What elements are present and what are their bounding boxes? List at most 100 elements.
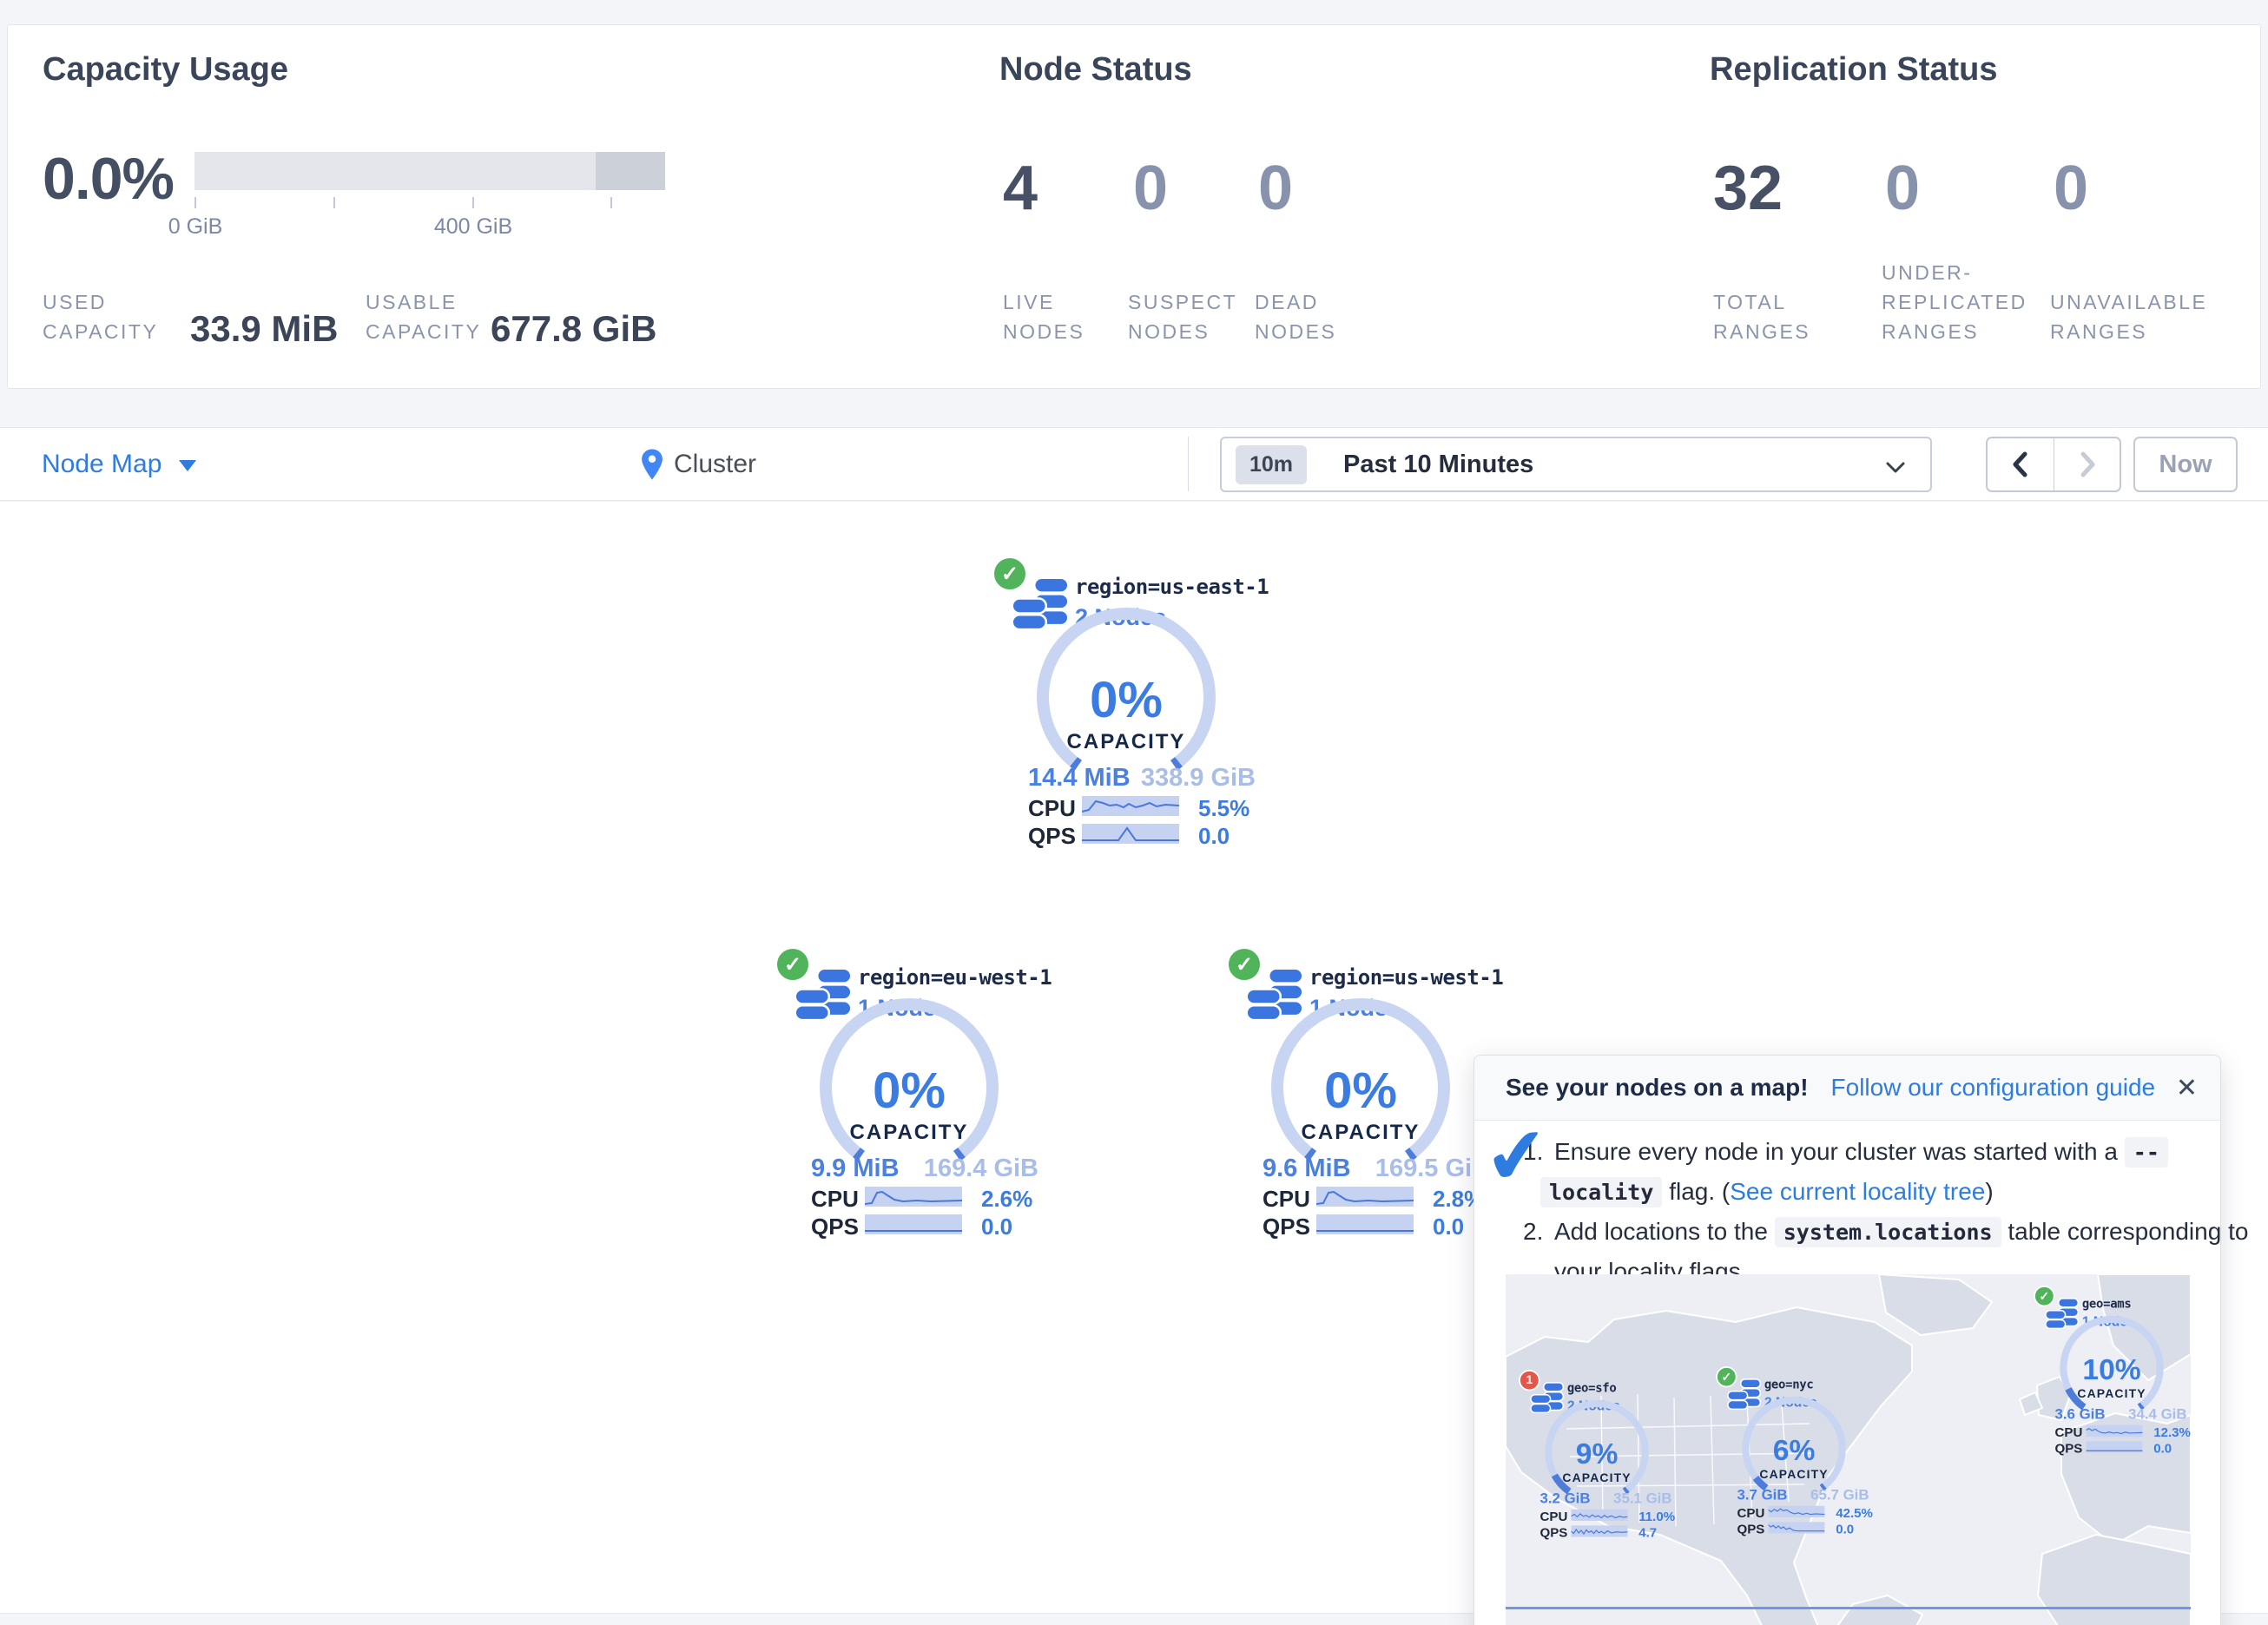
chevron-down-icon [1886, 462, 1905, 473]
qps-label: QPS [811, 1214, 859, 1240]
usable-capacity-value: 677.8 GiB [491, 308, 657, 349]
time-shortcut-badge: 10m [1236, 444, 1308, 484]
qps-sparkline [1316, 1214, 1414, 1234]
axis-tick [333, 197, 335, 208]
node-map-canvas: ✓ region=us-east-1 2 Nodes 0% CAPACITY 1… [0, 502, 2268, 1625]
node-gauge-card[interactable]: ✓ region=us-east-1 2 Nodes 0% CAPACITY 1… [990, 556, 1269, 849]
popup-header: See your nodes on a map! Follow our conf… [1474, 1056, 2220, 1121]
axis-tick [194, 197, 196, 208]
chevron-right-icon [2080, 451, 2094, 477]
node-locality-label: region=us-east-1 [1075, 575, 1269, 599]
node-health-badge: ✓ [775, 946, 811, 983]
check-icon: ✓ [1235, 952, 1254, 977]
used-capacity: 14.4 MiB [1028, 764, 1131, 792]
qps-value: 0.0 [1198, 823, 1230, 849]
used-capacity-label: USED CAPACITY [43, 291, 159, 343]
code-chip: -- [2124, 1137, 2168, 1168]
dead-nodes-label: DEAD NODES [1255, 291, 1337, 343]
qps-sparkline [1082, 824, 1179, 844]
time-range-label: Past 10 Minutes [1343, 450, 1534, 478]
qps-metric-row: QPS 0.0 [1028, 823, 1259, 849]
axis-tick [472, 197, 474, 208]
qps-value: 0.0 [981, 1214, 1013, 1240]
configuration-guide-link[interactable]: Follow our configuration guide [1830, 1074, 2156, 1101]
popup-step2-line1: 2. Add locations to the system.locations … [1523, 1217, 2248, 1247]
cpu-metric-row: CPU 5.5% [1028, 795, 1259, 821]
under-replicated-count: 0 [1885, 154, 1921, 223]
map-pin-icon [642, 449, 663, 479]
node-health-badge: ✓ [1226, 946, 1263, 983]
replication-status-title: Replication Status [1710, 51, 1998, 88]
locality-tree-link[interactable]: See current locality tree [1730, 1178, 1986, 1205]
total-capacity: 169.5 GiB [1375, 1155, 1490, 1182]
dead-nodes-count: 0 [1258, 154, 1294, 223]
capacity-gauge [820, 998, 999, 1177]
axis-tick-label: 400 GiB [433, 214, 513, 239]
under-replicated-label: UNDER- REPLICATED RANGES [1882, 261, 2027, 343]
unavailable-ranges-count: 0 [2054, 154, 2089, 223]
world-map-preview [1506, 1274, 2191, 1625]
cpu-value: 5.5% [1198, 795, 1250, 821]
view-selector-dropdown[interactable]: Node Map [42, 428, 197, 500]
capacity-word: CAPACITY [1301, 1121, 1421, 1144]
capacity-usage-percent: 0.0% [43, 146, 175, 212]
axis-tick-label: 0 GiB [168, 214, 223, 239]
check-icon: ✓ [783, 952, 802, 977]
popup-step1-line2: locality flag. (See current locality tre… [1540, 1177, 1994, 1207]
node-gauge-card[interactable]: ✓ region=us-west-1 1 Node 0% CAPACITY 9.… [1224, 946, 1504, 1240]
cpu-metric-row: CPU 2.6% [811, 1186, 1042, 1212]
cpu-label: CPU [1263, 1186, 1310, 1212]
usable-capacity-label: USABLE CAPACITY [366, 291, 482, 343]
toolbar-divider [1188, 437, 1189, 491]
database-stack-icon [1011, 576, 1070, 631]
close-icon[interactable]: ✕ [2175, 1074, 2198, 1102]
capacity-percent: 0% [873, 1062, 946, 1119]
breadcrumb[interactable]: Cluster [639, 428, 756, 500]
axis-tick [610, 197, 612, 208]
qps-label: QPS [1028, 823, 1076, 849]
cpu-value: 2.6% [981, 1186, 1033, 1212]
code-chip: system.locations [1774, 1217, 2001, 1247]
time-step-back-button[interactable] [1988, 438, 2054, 490]
live-nodes-count: 4 [1003, 154, 1038, 223]
view-selector-label: Node Map [42, 449, 162, 478]
chevron-left-icon [2013, 451, 2027, 477]
popup-step1-line1: 1. Ensure every node in your cluster was … [1523, 1137, 2168, 1168]
node-locality-label: region=us-west-1 [1309, 965, 1504, 990]
cpu-label: CPU [811, 1186, 859, 1212]
qps-metric-row: QPS 0.0 [1263, 1214, 1493, 1240]
capacity-gauge [1271, 998, 1450, 1177]
live-nodes-label: LIVE NODES [1003, 291, 1085, 343]
qps-label: QPS [1263, 1214, 1310, 1240]
total-capacity: 338.9 GiB [1140, 764, 1256, 792]
node-gauge-card[interactable]: ✓ region=eu-west-1 1 Node 0% CAPACITY 9.… [773, 946, 1052, 1240]
time-range-selector[interactable]: 10m Past 10 Minutes [1220, 437, 1932, 492]
node-status-title: Node Status [999, 51, 1192, 88]
total-ranges-label: TOTAL RANGES [1713, 291, 1811, 343]
suspect-nodes-count: 0 [1133, 154, 1169, 223]
database-stack-icon [1245, 967, 1304, 1022]
node-health-badge: ✓ [992, 556, 1028, 592]
cpu-metric-row: CPU 2.8% [1263, 1186, 1493, 1212]
cpu-sparkline [865, 1187, 962, 1207]
view-toolbar: Node Map Cluster 10m Past 10 Minutes Now [0, 427, 2268, 501]
cpu-sparkline [1082, 796, 1179, 816]
capacity-percent: 0% [1324, 1062, 1397, 1119]
capacity-percent: 0% [1090, 672, 1163, 728]
capacity-usage-title: Capacity Usage [43, 51, 289, 88]
capacity-word: CAPACITY [849, 1121, 969, 1144]
breadcrumb-label: Cluster [674, 449, 757, 478]
time-step-forward-button[interactable] [2054, 438, 2120, 490]
time-step-buttons [1986, 437, 2121, 492]
capacity-word: CAPACITY [1066, 730, 1186, 753]
cluster-summary-panel: Capacity Usage 0.0% 0 GiB 400 GiB USED C… [7, 24, 2261, 389]
qps-sparkline [865, 1214, 962, 1234]
caret-down-icon [179, 460, 197, 471]
unavailable-ranges-label: UNAVAILABLE RANGES [2050, 291, 2208, 343]
node-locality-label: region=eu-west-1 [858, 965, 1052, 990]
popup-title: See your nodes on a map! [1506, 1074, 1809, 1101]
cpu-label: CPU [1028, 795, 1076, 821]
used-capacity-value: 33.9 MiB [190, 308, 339, 349]
now-button[interactable]: Now [2133, 437, 2238, 492]
capacity-bar-reserved-segment [596, 152, 665, 190]
